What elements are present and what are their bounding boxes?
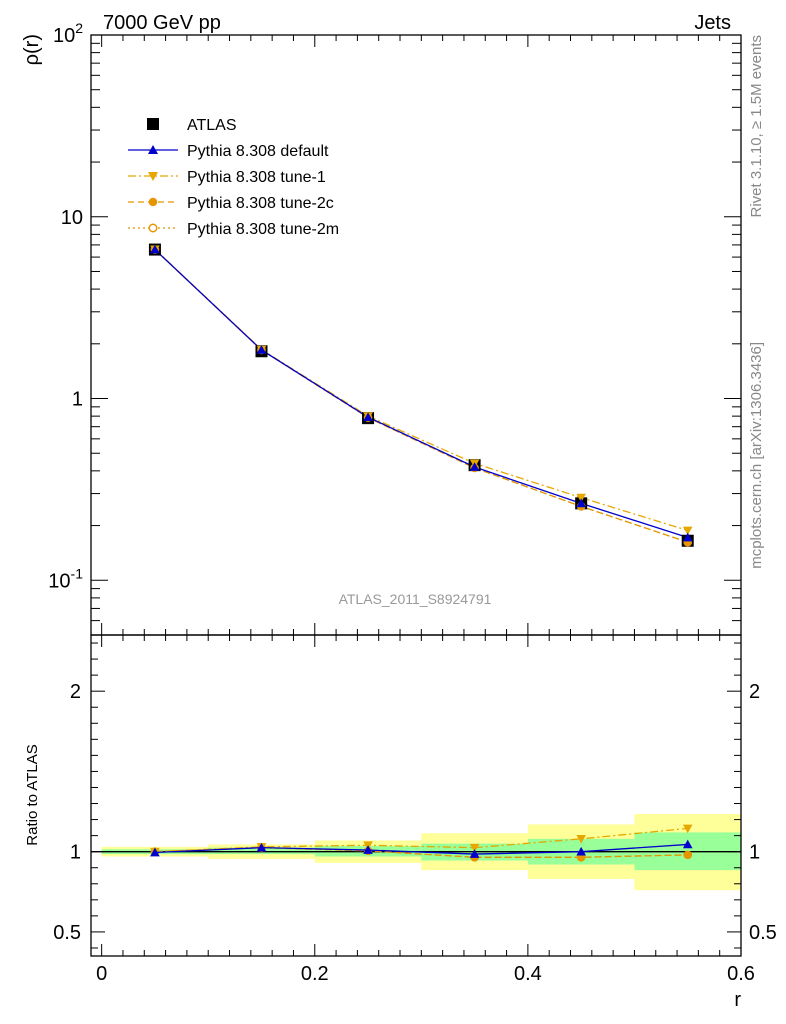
- y-tick-label: 10-1: [48, 565, 83, 592]
- y-tick-label: 102: [53, 20, 83, 47]
- ratio-line-3: [154, 847, 688, 858]
- x-axis-title: r: [734, 989, 741, 1011]
- ratio-point-series-1: [469, 843, 480, 853]
- y-tick-label: 2: [70, 681, 81, 703]
- legend-entry: ATLAS: [147, 117, 237, 134]
- right-title: Jets: [694, 12, 731, 34]
- x-tick-label: 0: [96, 963, 107, 985]
- legend-label: Pythia 8.308 tune-1: [187, 169, 326, 186]
- main-panel-series: [148, 243, 694, 547]
- legend-marker: [148, 223, 158, 233]
- legend-label: ATLAS: [187, 117, 237, 134]
- data-point-series-1: [682, 532, 693, 542]
- ratio-panel-series: [150, 824, 693, 862]
- main-panel-axes: 10-1 1 10 102: [48, 20, 742, 636]
- mcplots-label: mcplots.cern.ch [arXiv:1306.3436]: [748, 342, 765, 569]
- ratio-point-series-0: [682, 839, 693, 849]
- ratio-point-series-0: [576, 846, 586, 856]
- x-tick-label: 0.4: [514, 963, 542, 985]
- y-tick-label-right: 0.5: [749, 922, 777, 944]
- data-point-series-2: [576, 493, 586, 503]
- legend-entry: Pythia 8.308 tune-1: [128, 169, 326, 186]
- legend-entry: Pythia 8.308 tune-2c: [128, 195, 334, 212]
- legend-marker: [148, 197, 158, 207]
- main-y-axis-title: ρ(r): [21, 34, 43, 65]
- ratio-line-0: [154, 843, 688, 855]
- series-line-2: [154, 248, 688, 532]
- legend-label: Pythia 8.308 tune-2m: [187, 221, 339, 238]
- ratio-point-series-0: [363, 845, 373, 854]
- series-line-1: [154, 249, 688, 539]
- ratio-point-series-0: [256, 842, 267, 852]
- data-point-series-1: [363, 412, 373, 421]
- data-point-series-1: [150, 244, 160, 254]
- y-tick-label: 10: [61, 207, 83, 229]
- y-tick-label: 1: [72, 389, 83, 411]
- ratio-panel-frame: [90, 634, 742, 957]
- data-point-series-1: [576, 498, 586, 508]
- legend-label: Pythia 8.308 default: [187, 143, 329, 160]
- ratio-panel-axes: 0 0.2 0.4 0.6 0.5 0.5 1 1 2 2: [53, 634, 777, 985]
- ratio-line-2: [154, 847, 688, 858]
- y-tick-label-right: 2: [749, 681, 760, 703]
- x-tick-label: 0.6: [727, 963, 755, 985]
- y-tick-label: 0.5: [53, 922, 81, 944]
- ratio-y-axis-title: Ratio to ATLAS: [24, 744, 41, 845]
- analysis-label: ATLAS_2011_S8924791: [339, 591, 492, 607]
- left-title: 7000 GeV pp: [103, 12, 221, 34]
- x-tick-label: 0.2: [301, 963, 329, 985]
- ratio-point-series-1: [682, 824, 693, 834]
- y-tick-label-right: 1: [749, 842, 760, 864]
- ratio-point-series-1: [576, 834, 586, 844]
- legend-entry: Pythia 8.308 tune-2m: [128, 221, 339, 238]
- legend-label: Pythia 8.308 tune-2c: [187, 195, 334, 212]
- ratio-point-series-0: [469, 849, 480, 858]
- legend-marker: [148, 172, 158, 181]
- legend: ATLAS Pythia 8.308 default Pythia 8.308 tu…: [128, 117, 339, 238]
- data-point-series-1: [469, 462, 480, 471]
- data-point-series-1: [256, 345, 267, 354]
- rivet-label: Rivet 3.1.10, ≥ 1.5M events: [748, 35, 765, 218]
- ratio-line-1: [154, 827, 688, 853]
- ratio-point-series-0: [150, 847, 160, 857]
- legend-marker: [147, 118, 159, 130]
- data-point-series-2: [682, 526, 693, 536]
- legend-entry: Pythia 8.308 default: [128, 143, 329, 160]
- y-tick-label: 1: [70, 842, 81, 864]
- series-line-3: [154, 249, 688, 543]
- ratio-point-series-2: [683, 850, 692, 859]
- series-line-4: [154, 249, 688, 543]
- legend-marker: [148, 145, 158, 154]
